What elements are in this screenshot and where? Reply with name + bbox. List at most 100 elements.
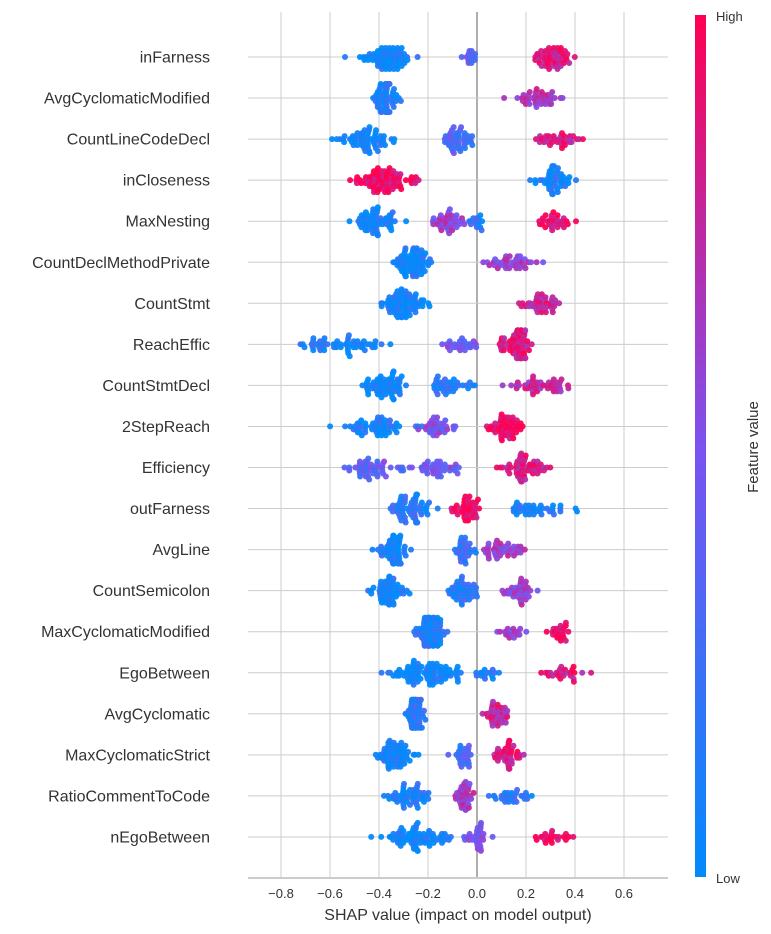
shap-dot xyxy=(549,309,556,316)
shap-dot xyxy=(366,476,373,483)
shap-dot xyxy=(499,464,506,471)
shap-dot xyxy=(418,663,425,670)
shap-dot xyxy=(557,502,564,509)
colorbar: High Low Feature value xyxy=(695,9,762,886)
shap-dot xyxy=(414,780,421,787)
shap-dot xyxy=(462,560,469,567)
shap-dot xyxy=(454,663,461,670)
shap-dot xyxy=(510,742,517,749)
shap-dot xyxy=(406,590,413,597)
shap-dot xyxy=(533,836,540,843)
shap-dot xyxy=(414,804,421,811)
shap-dot xyxy=(374,232,381,239)
shap-dot xyxy=(421,798,427,805)
shap-dot xyxy=(571,669,578,676)
shap-dot xyxy=(450,150,457,157)
shap-dot xyxy=(466,493,473,500)
shap-dot xyxy=(406,312,413,319)
feature-row-dots xyxy=(341,450,554,485)
shap-dot xyxy=(404,57,411,63)
shap-dot xyxy=(528,341,535,348)
shap-dot xyxy=(417,696,424,703)
shap-dot xyxy=(538,669,545,676)
shap-dot xyxy=(446,347,453,354)
feature-label: MaxCyclomaticModified xyxy=(41,624,210,641)
shap-dot xyxy=(369,546,376,553)
shap-dot xyxy=(505,540,512,547)
shap-dot xyxy=(412,309,419,316)
shap-dot xyxy=(551,95,558,101)
shap-dot xyxy=(345,332,352,339)
shap-dot xyxy=(473,344,480,351)
shap-dot xyxy=(401,760,408,767)
shap-dot xyxy=(324,341,331,348)
shap-dot xyxy=(387,341,394,348)
shap-dot xyxy=(565,833,572,840)
shap-dot xyxy=(533,86,540,92)
shap-dot xyxy=(528,259,534,266)
shap-dot xyxy=(402,273,409,280)
shap-dot xyxy=(424,458,431,465)
colorbar-low-label: Low xyxy=(716,871,740,886)
shap-dot xyxy=(414,491,421,498)
shap-dot xyxy=(413,245,420,252)
shap-dot xyxy=(437,616,444,623)
shap-dot xyxy=(462,534,469,541)
shap-dot xyxy=(437,458,443,465)
shap-dot xyxy=(546,66,553,72)
shap-dot xyxy=(414,54,421,60)
shap-dot xyxy=(509,414,516,421)
shap-dot xyxy=(557,508,564,515)
shap-dot xyxy=(522,355,529,362)
shap-dot xyxy=(549,827,556,834)
shap-dot xyxy=(533,104,540,110)
shap-dot xyxy=(507,464,514,471)
shap-dot xyxy=(508,760,515,767)
feature-row-dots xyxy=(368,819,577,854)
shap-dot xyxy=(565,385,572,392)
shap-dot xyxy=(374,473,381,480)
shap-dot xyxy=(368,833,375,840)
shap-dot xyxy=(445,751,452,758)
x-axis-label: SHAP value (impact on model output) xyxy=(324,907,591,924)
shap-dot xyxy=(437,640,444,647)
shap-dot xyxy=(455,464,462,471)
shap-dot xyxy=(579,136,586,143)
shap-dot xyxy=(368,590,375,597)
shap-dot xyxy=(434,391,441,398)
shap-dot xyxy=(342,54,348,60)
shap-dot xyxy=(557,45,564,51)
shap-dot xyxy=(505,552,511,559)
shap-dot xyxy=(378,341,385,348)
shap-dot xyxy=(373,127,379,134)
shap-dot xyxy=(570,663,577,670)
shap-dot xyxy=(329,136,335,143)
shap-dot xyxy=(561,142,568,149)
shap-dot xyxy=(449,227,456,234)
feature-label: AvgCyclomatic xyxy=(104,706,210,723)
shap-dot xyxy=(385,765,392,772)
shap-dot xyxy=(321,347,328,354)
shap-dot xyxy=(426,842,433,849)
shap-dot xyxy=(524,795,531,802)
shap-dot xyxy=(527,177,534,184)
shap-dot xyxy=(341,139,348,146)
shap-dot xyxy=(408,546,414,553)
shap-dot xyxy=(557,388,564,395)
feature-label: RatioCommentToCode xyxy=(48,788,210,805)
feature-labels: inFarness AvgCyclomaticModified CountLineC… xyxy=(32,50,210,847)
feature-label: nEgoBetween xyxy=(110,829,210,846)
shap-dot xyxy=(517,543,524,550)
feature-label: inFarness xyxy=(140,50,210,67)
shap-dot xyxy=(434,414,441,421)
feature-label: ReachEffic xyxy=(133,337,210,354)
shap-dot xyxy=(396,423,403,430)
shap-dot xyxy=(519,423,526,430)
shap-dot xyxy=(410,657,417,664)
shap-dot xyxy=(462,145,468,152)
shap-dot xyxy=(457,742,464,749)
shap-dot xyxy=(457,148,464,155)
shap-dot xyxy=(358,417,365,424)
shap-dot xyxy=(366,150,373,157)
feature-row-dots xyxy=(372,737,527,772)
